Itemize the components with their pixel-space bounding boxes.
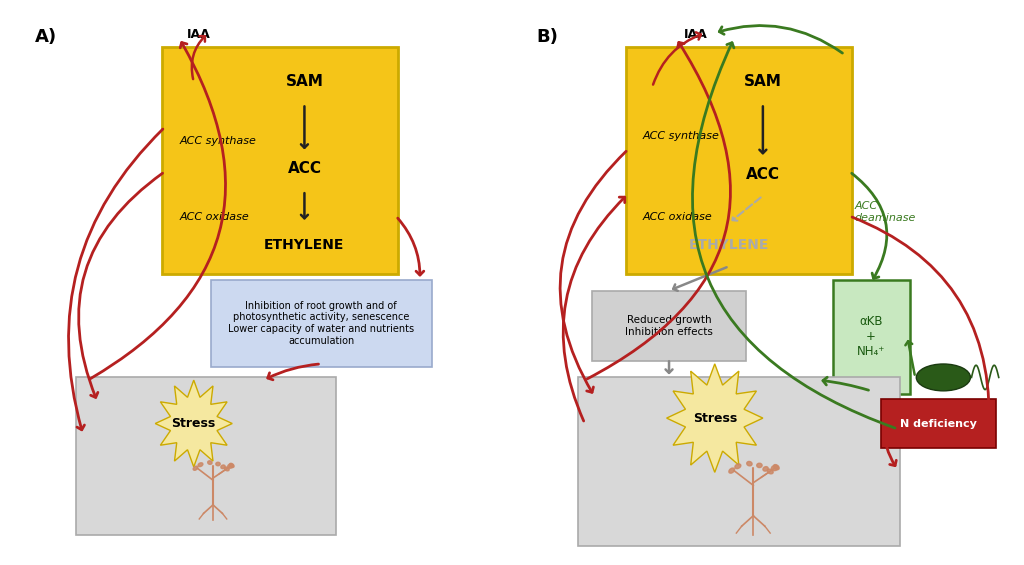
Text: SAM: SAM	[286, 75, 324, 89]
Ellipse shape	[735, 464, 740, 468]
Ellipse shape	[224, 467, 229, 471]
Text: Stress: Stress	[172, 417, 216, 430]
Text: ACC: ACC	[288, 161, 322, 176]
Ellipse shape	[227, 464, 233, 468]
Text: ACC oxidase: ACC oxidase	[179, 212, 249, 223]
Text: ACC synthase: ACC synthase	[643, 131, 720, 141]
FancyBboxPatch shape	[578, 377, 900, 546]
Text: αKB
+
NH₄⁺: αKB + NH₄⁺	[857, 315, 886, 358]
Ellipse shape	[771, 466, 778, 471]
Polygon shape	[667, 364, 763, 472]
Ellipse shape	[194, 466, 198, 470]
Text: B): B)	[537, 28, 558, 46]
FancyBboxPatch shape	[76, 377, 336, 534]
Ellipse shape	[208, 461, 212, 464]
Polygon shape	[156, 380, 232, 467]
Text: ETHYLENE: ETHYLENE	[264, 237, 345, 251]
Text: ETHYLENE: ETHYLENE	[689, 237, 769, 251]
Text: ACC: ACC	[745, 167, 780, 181]
Text: SAM: SAM	[744, 75, 781, 89]
Text: N deficiency: N deficiency	[900, 419, 977, 428]
Text: ACC
deaminase: ACC deaminase	[854, 201, 915, 223]
Text: Reduced growth
Inhibition effects: Reduced growth Inhibition effects	[625, 315, 713, 337]
FancyBboxPatch shape	[163, 46, 398, 275]
Ellipse shape	[773, 464, 779, 470]
Text: ACC oxidase: ACC oxidase	[643, 212, 713, 223]
Text: Inhibition of root growth and of
photosynthetic activity, senescence
Lower capac: Inhibition of root growth and of photosy…	[228, 301, 415, 346]
Ellipse shape	[729, 468, 734, 473]
FancyBboxPatch shape	[626, 46, 852, 275]
Ellipse shape	[229, 463, 234, 467]
Ellipse shape	[763, 467, 768, 471]
Ellipse shape	[757, 463, 762, 468]
Text: IAA: IAA	[684, 28, 708, 41]
Text: Stress: Stress	[692, 411, 737, 425]
Text: ACC synthase: ACC synthase	[179, 137, 256, 146]
FancyBboxPatch shape	[833, 280, 909, 394]
Ellipse shape	[221, 465, 225, 468]
Text: A): A)	[35, 28, 57, 46]
Ellipse shape	[198, 463, 203, 467]
FancyBboxPatch shape	[881, 399, 996, 448]
Text: IAA: IAA	[186, 28, 210, 41]
FancyBboxPatch shape	[211, 280, 432, 367]
Ellipse shape	[916, 364, 971, 391]
FancyBboxPatch shape	[592, 290, 746, 361]
Ellipse shape	[767, 469, 773, 474]
Ellipse shape	[216, 462, 220, 466]
Ellipse shape	[746, 462, 752, 466]
